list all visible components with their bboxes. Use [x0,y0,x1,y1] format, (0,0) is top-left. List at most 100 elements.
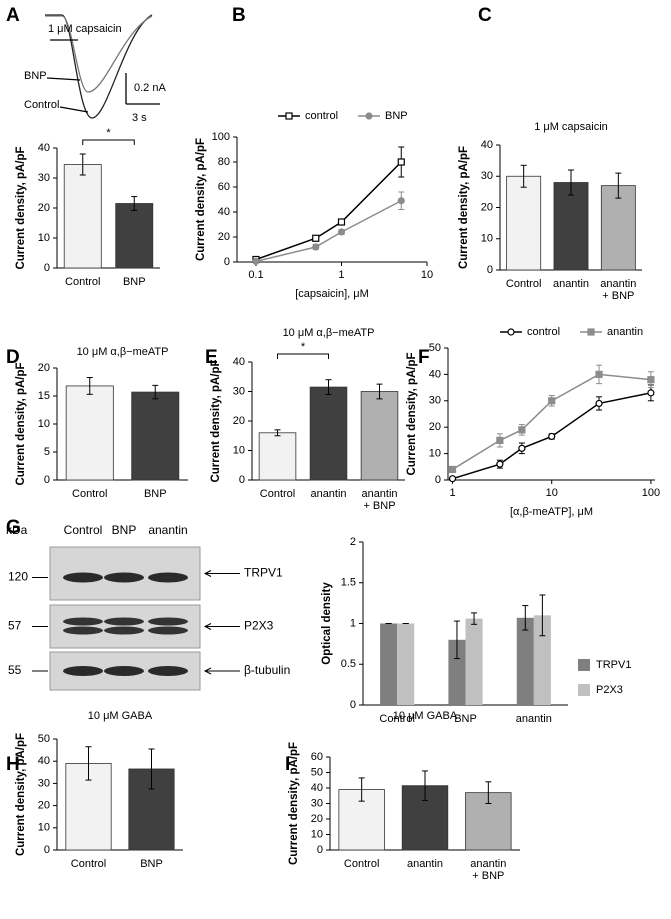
legend-label: control [305,110,338,122]
blot-band [104,572,144,583]
bar [380,623,398,705]
marker [548,397,556,405]
panel-letter: I [285,754,290,775]
blot-strip [49,604,201,649]
y-tick-label: 0 [487,264,493,276]
arrow [203,667,240,675]
y-tick-label: 100 [212,131,230,143]
y-tick-label: 30 [311,797,323,809]
y-tick-label: 30 [481,170,493,182]
marker [548,432,556,441]
y-tick-label: 30 [429,395,441,407]
blot-band [104,666,144,676]
significance-label: * [301,341,306,353]
size-marker: 120 [8,570,28,584]
x-tick-label: anantin [553,278,589,290]
scale-label: 0.2 nA [134,82,166,94]
y-tick-label: 0 [435,474,441,486]
bar [516,617,534,705]
bar [506,175,542,271]
x-tick-label: BNP [140,858,163,870]
blot-band [63,572,103,583]
series-line [452,392,652,480]
y-tick-label: 60 [311,751,323,763]
significance-bracket [82,139,135,145]
panel-letter: G [6,517,21,538]
panel-letter: H [6,754,20,775]
marker [595,399,603,408]
x-tick-label: anantin [310,488,346,500]
bar [448,639,466,705]
y-tick-label: 20 [218,231,230,243]
y-tick-label: 0 [224,256,230,268]
bnp-trace [45,15,153,93]
bar [360,391,399,481]
subtitle: 10 μM GABA [393,710,458,722]
legend-marker [587,328,595,336]
y-tick-label: 20 [38,202,50,214]
bar [309,386,348,481]
blot-band [148,617,188,626]
subtitle: 10 μM α,β−meATP [283,327,375,339]
blot-band [63,617,103,626]
y-tick-label: 40 [218,206,230,218]
size-marker: 57 [8,619,22,633]
x-tick-label: 10 [421,269,433,281]
control-trace [45,14,153,119]
y-axis-label: Optical density [321,582,333,665]
y-tick-label: 40 [311,782,323,794]
y-tick-label: 10 [38,418,50,430]
x-tick-label: 100 [642,487,660,499]
y-tick-label: 20 [481,201,493,213]
y-tick-label: 30 [38,172,50,184]
legend-swatch [578,684,590,696]
legend-swatch [578,659,590,671]
band-label: β-tubulin [244,663,290,677]
y-tick-label: 15 [38,390,50,402]
x-tick-label: anantin [470,858,506,870]
arrow [203,623,240,630]
subtitle: 10 μM GABA [88,710,153,722]
y-tick-label: 30 [38,777,50,789]
x-tick-label: anantin [407,858,443,870]
blot-band [104,626,144,635]
y-tick-label: 40 [38,755,50,767]
x-tick-label: anantin [600,278,636,290]
x-tick-label: 1 [449,487,455,499]
blot-band [148,572,188,583]
y-tick-label: 20 [233,415,245,427]
bar [465,618,483,705]
legend-label: BNP [385,110,408,122]
panel-letter: E [205,347,218,368]
legend-marker [285,112,293,120]
y-axis-label: Current density, pA/pF [15,146,27,269]
x-tick-label: + BNP [602,290,634,302]
y-tick-label: 50 [311,766,323,778]
x-axis-label: [capsaicin], μM [295,288,369,300]
legend-label: P2X3 [596,684,623,696]
y-tick-label: 80 [218,156,230,168]
x-tick-label: BNP [123,276,146,288]
marker [252,257,260,265]
x-tick-label: Control [65,276,100,288]
marker [448,465,457,474]
x-tick-label: 1 [338,269,344,281]
y-tick-label: 10 [233,444,245,456]
marker [397,197,405,205]
subtitle: 10 μM α,β−meATP [77,346,169,358]
x-tick-label: Control [344,858,379,870]
blot-band [148,626,188,635]
x-tick-label: Control [379,713,414,725]
series-line [452,373,651,471]
y-axis-label: Current density, pA/pF [288,742,300,865]
panel-letter: D [6,347,20,368]
panel-letter: F [418,347,430,368]
bar [258,432,297,481]
y-tick-label: 10 [38,232,50,244]
y-axis-label: Current density, pA/pF [406,352,418,475]
x-tick-label: anantin [361,488,397,500]
y-tick-label: 40 [233,356,245,368]
y-tick-label: 1 [350,617,356,629]
unit-label: kDa [6,523,28,537]
